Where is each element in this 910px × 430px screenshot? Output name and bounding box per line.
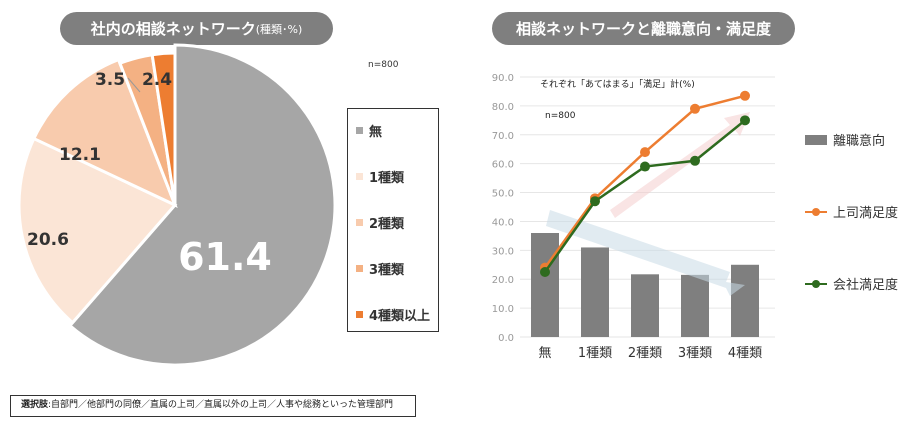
up-arrow [610, 112, 750, 218]
pie-n: n=800 [368, 60, 399, 70]
x-tick: 1種類 [578, 345, 612, 361]
note-text: :自部門／他部門の同僚／直属の上司／直属以外の上司／人事や総務といった管理部門 [48, 400, 394, 410]
chart-annotation: それぞれ「あてはまる」「満足」計(%) [540, 80, 695, 90]
series-point [590, 196, 600, 207]
legend-label: 2種類 [369, 217, 405, 232]
y-tick: 60.0 [492, 160, 514, 171]
legend-label: 1種類 [369, 171, 405, 186]
legend-label: 4種類以上 [369, 309, 431, 324]
series-point [640, 161, 650, 172]
pie-title-text: 社内の相談ネットワーク [90, 20, 256, 38]
pie-legend-item: 3種類 [356, 259, 404, 278]
pie-label-3: 3.5 [95, 70, 125, 90]
pie-chart: 61.4 20.6 12.1 3.5 2.4 [17, 43, 337, 367]
y-tick: 0.0 [498, 333, 514, 344]
legend-label: 無 [369, 125, 383, 140]
pie-legend: 無 1種類 2種類 3種類 4種類以上 [347, 108, 439, 332]
bar [631, 274, 659, 337]
pie-label-4: 2.4 [142, 70, 172, 90]
pie-title: 社内の相談ネットワーク (種類･%) [60, 12, 333, 45]
pie-slice-4 [150, 51, 177, 206]
x-tick: 4種類 [728, 345, 762, 361]
pie-label-2: 12.1 [59, 145, 101, 165]
series-point [640, 147, 650, 158]
pie-slice-1 [17, 136, 178, 325]
pie-legend-item: 4種類以上 [356, 305, 430, 324]
y-tick: 70.0 [492, 131, 514, 142]
x-tick: 3種類 [678, 345, 712, 361]
series-line [543, 94, 746, 269]
legend-swatch [805, 134, 827, 145]
series-point [690, 103, 700, 114]
chart-legend-item: 上司満足度 [805, 202, 898, 221]
leader-line [127, 77, 141, 93]
bar [731, 264, 759, 337]
bar [681, 274, 709, 337]
pie-label-0: 61.4 [178, 235, 272, 279]
legend-swatch [805, 207, 827, 216]
legend-label: 3種類 [369, 263, 405, 278]
pie-legend-item: 1種類 [356, 167, 404, 186]
combo-chart: 0.0 10.0 20.0 30.0 40.0 50.0 60.0 70.0 80.0 90.0 無… [492, 73, 775, 361]
legend-label: 会社満足度 [833, 278, 899, 293]
pie-slice-2 [31, 57, 178, 208]
y-tick: 10.0 [492, 304, 514, 315]
pie-legend-item: 無 [356, 121, 382, 140]
y-tick: 20.0 [492, 275, 514, 286]
chart-legend-item: 離職意向 [805, 130, 885, 149]
series-point [690, 155, 700, 166]
series-point [740, 115, 750, 126]
legend-label: 上司満足度 [833, 206, 899, 221]
series-point [740, 90, 750, 101]
legend-label: 離職意向 [833, 134, 886, 149]
legend-swatch [356, 265, 363, 272]
pie-slice-0 [67, 43, 337, 367]
x-tick: 無 [538, 346, 551, 361]
note-box: 選択肢:自部門／他部門の同僚／直属の上司／直属以外の上司／人事や総務といった管理… [10, 395, 416, 417]
y-tick: 40.0 [492, 217, 514, 228]
pie-label-1: 20.6 [27, 230, 69, 250]
chart-legend-item: 会社満足度 [805, 274, 898, 293]
line-title: 相談ネットワークと離職意向・満足度 [492, 12, 795, 45]
note-label: 選択肢 [21, 400, 49, 410]
bar [581, 247, 609, 337]
y-tick: 90.0 [492, 73, 514, 84]
legend-swatch [356, 311, 363, 318]
pie-title-suffix: (種類･%) [255, 22, 303, 36]
bar [531, 233, 559, 337]
down-arrow [546, 210, 745, 296]
legend-swatch [356, 127, 363, 134]
chart-n: n=800 [545, 111, 576, 121]
y-tick: 50.0 [492, 189, 514, 200]
y-tick: 30.0 [492, 246, 514, 257]
legend-swatch [356, 219, 363, 226]
x-tick: 2種類 [628, 345, 662, 361]
legend-swatch [805, 279, 827, 288]
series-point [540, 267, 550, 277]
pie-legend-item: 2種類 [356, 213, 404, 232]
y-tick: 80.0 [492, 102, 514, 113]
legend-swatch [356, 173, 363, 180]
